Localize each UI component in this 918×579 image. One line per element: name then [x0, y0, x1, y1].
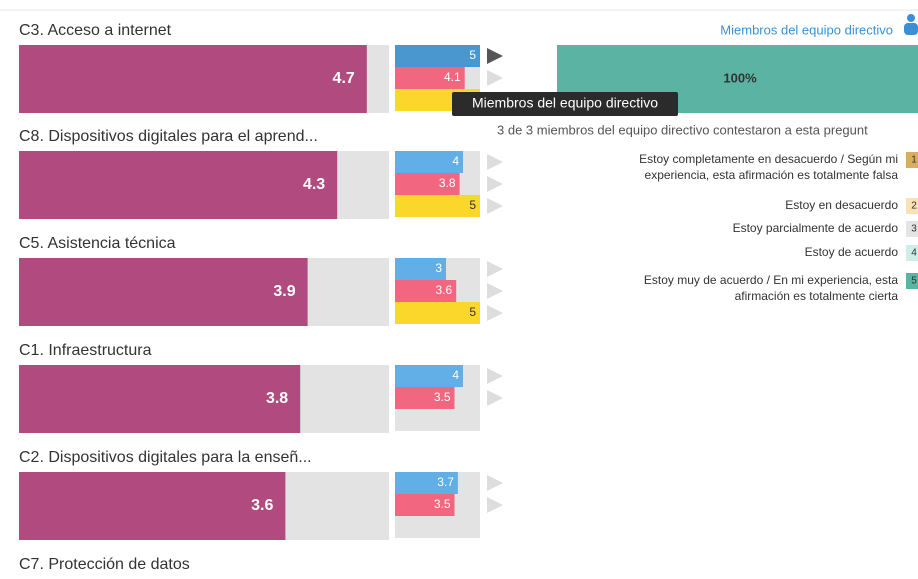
sub-bar[interactable]	[395, 387, 455, 409]
expand-arrow[interactable]	[487, 368, 503, 384]
sub-label: 3.7	[437, 475, 454, 489]
legend-box	[906, 198, 918, 214]
legend-box	[906, 221, 918, 237]
legend-text: Estoy muy de acuerdo / En mi experiencia…	[644, 273, 898, 287]
expand-arrow[interactable]	[487, 283, 503, 299]
legend-box	[906, 245, 918, 261]
score-bar[interactable]	[19, 151, 338, 219]
user-icon-body	[904, 23, 918, 35]
tooltip-box	[452, 92, 678, 116]
score-label: 3.9	[273, 283, 295, 300]
sub-bar[interactable]	[395, 494, 455, 516]
score-label: 4.7	[333, 70, 355, 87]
sub-bar[interactable]	[395, 258, 446, 280]
section-title: C3. Acceso a internet	[19, 22, 172, 39]
sub-label: 5	[469, 305, 476, 319]
section-title: C1. Infraestructura	[19, 342, 152, 359]
section-title: C7. Protección de datos	[19, 556, 190, 573]
sub-label: 5	[469, 48, 476, 62]
group-link[interactable]: Miembros del equipo directivo	[720, 22, 893, 37]
legend-box	[906, 152, 918, 168]
user-icon-head	[907, 14, 915, 22]
sub-bar[interactable]	[395, 45, 480, 67]
legend-value: 1	[911, 155, 917, 166]
legend-text: Estoy parcialmente de acuerdo	[733, 221, 899, 235]
section-title: C5. Asistencia técnica	[19, 235, 176, 252]
expand-arrow[interactable]	[487, 475, 503, 491]
legend-text: Estoy completamente en desacuerdo / Segú…	[639, 152, 898, 166]
section-title: C8. Dispositivos digitales para el apren…	[19, 128, 318, 145]
sub-label: 3.5	[434, 390, 451, 404]
expand-arrow[interactable]	[487, 154, 503, 170]
expand-arrow[interactable]	[487, 70, 503, 86]
expand-arrow[interactable]	[487, 305, 503, 321]
expand-arrow[interactable]	[487, 176, 503, 192]
score-label: 3.8	[266, 390, 288, 407]
legend-box	[906, 273, 918, 289]
sub-bar[interactable]	[395, 151, 463, 173]
legend-text: Estoy en desacuerdo	[785, 198, 898, 212]
score-label: 4.3	[303, 176, 325, 193]
section-title: C2. Dispositivos digitales para la enseñ…	[19, 449, 312, 466]
sub-bar[interactable]	[395, 173, 460, 195]
response-note: 3 de 3 miembros del equipo directivo con…	[497, 122, 868, 137]
legend-text: experiencia, esta afirmación es totalmen…	[645, 168, 899, 182]
expand-arrow[interactable]	[487, 390, 503, 406]
sub-bar[interactable]	[395, 280, 457, 302]
sub-label: 3	[435, 261, 442, 275]
sub-bar[interactable]	[395, 472, 458, 494]
sub-label: 3.8	[439, 176, 456, 190]
sub-bar[interactable]	[395, 67, 465, 89]
legend-text: afirmación es totalmente cierta	[735, 289, 899, 303]
tooltip-text: Miembros del equipo directivo	[472, 95, 658, 111]
share-label: 100%	[723, 70, 757, 85]
content: C3. Acceso a internet 4.7 5 4.1 5 C8. Disposi…	[19, 14, 918, 573]
legend-value: 3	[911, 224, 917, 235]
legend-value: 4	[911, 248, 917, 259]
score-bar[interactable]	[19, 472, 286, 540]
score-bar[interactable]	[19, 258, 308, 326]
score-label: 3.6	[251, 497, 273, 514]
expand-arrow[interactable]	[487, 48, 503, 64]
sub-label: 3.6	[436, 283, 453, 297]
sub-label: 4	[452, 368, 459, 382]
legend-value: 2	[911, 201, 917, 212]
sub-label: 3.5	[434, 497, 451, 511]
sub-bar[interactable]	[395, 365, 463, 387]
score-bar[interactable]	[19, 365, 301, 433]
expand-arrow[interactable]	[487, 198, 503, 214]
sub-label: 4	[452, 154, 459, 168]
sub-label: 5	[469, 198, 476, 212]
sub-label: 4.1	[444, 70, 461, 84]
sub-bar[interactable]	[395, 302, 480, 324]
sub-bar[interactable]	[395, 195, 480, 217]
expand-arrow[interactable]	[487, 261, 503, 277]
expand-arrow[interactable]	[487, 497, 503, 513]
legend-value: 5	[911, 276, 917, 287]
score-bar[interactable]	[19, 45, 367, 113]
legend-text: Estoy de acuerdo	[805, 245, 899, 259]
